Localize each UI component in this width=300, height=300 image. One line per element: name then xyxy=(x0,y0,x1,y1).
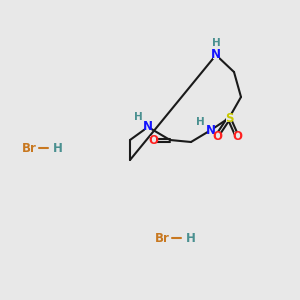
Text: H: H xyxy=(186,232,196,244)
Bar xyxy=(214,132,220,140)
Text: H: H xyxy=(196,117,204,127)
Text: N: N xyxy=(143,121,153,134)
Bar xyxy=(213,51,219,59)
Text: N: N xyxy=(211,49,221,62)
Text: Br: Br xyxy=(155,232,170,244)
Text: H: H xyxy=(212,38,220,48)
Bar xyxy=(145,123,151,131)
Text: Br: Br xyxy=(22,142,37,154)
Bar xyxy=(213,40,219,46)
Text: O: O xyxy=(232,130,242,142)
Text: O: O xyxy=(148,134,158,146)
Text: H: H xyxy=(53,142,63,154)
Bar xyxy=(226,114,232,122)
Text: N: N xyxy=(206,124,216,136)
Bar xyxy=(150,136,156,144)
Bar xyxy=(135,114,141,120)
Text: O: O xyxy=(212,130,222,142)
Bar xyxy=(234,132,240,140)
Bar xyxy=(208,126,214,134)
Text: H: H xyxy=(134,112,142,122)
Bar xyxy=(197,118,203,125)
Text: S: S xyxy=(225,112,233,124)
